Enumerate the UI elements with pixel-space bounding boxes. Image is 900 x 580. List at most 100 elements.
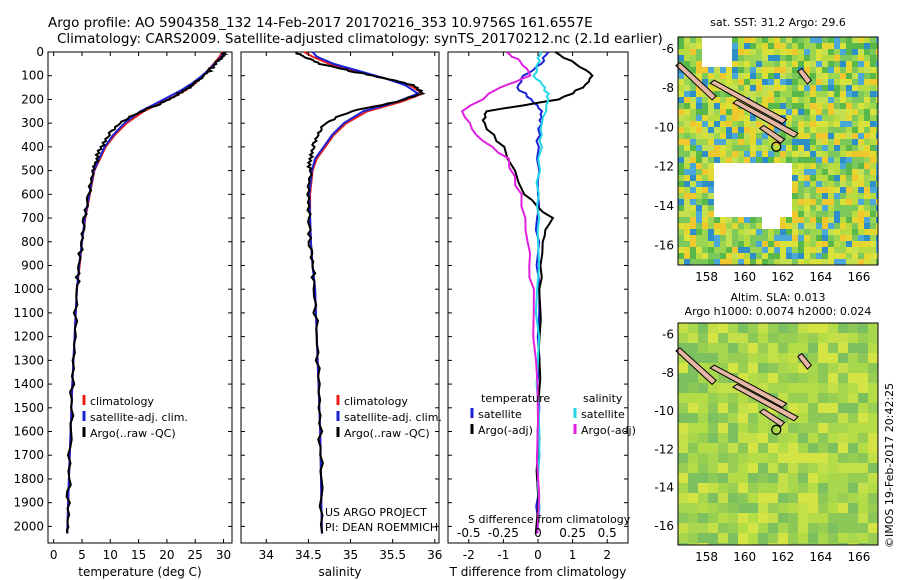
map-cell: [696, 127, 702, 133]
map-cell: [876, 79, 878, 85]
map-cell: [864, 133, 870, 139]
y-tick-label: 0: [36, 45, 44, 59]
map-cell: [702, 199, 708, 205]
map-cell: [690, 217, 696, 223]
map-cell: [756, 247, 762, 253]
map-cell: [828, 109, 834, 115]
map-cell: [726, 133, 732, 139]
map-cell: [684, 61, 690, 67]
legend-label: satellite: [478, 408, 522, 421]
map-cell: [828, 181, 834, 187]
map-cell: [690, 85, 696, 91]
map-cell: [696, 73, 702, 79]
map-cell: [708, 55, 714, 61]
map-cell: [774, 241, 780, 247]
map-cell: [738, 73, 744, 79]
map-cell: [684, 133, 690, 139]
map-cell: [714, 139, 720, 145]
map-cell: [858, 169, 864, 175]
map-cell: [762, 253, 768, 259]
map-cell: [762, 181, 768, 187]
map-cell: [774, 61, 780, 67]
map-cell: [678, 55, 684, 61]
map-cell: [684, 79, 690, 85]
map-cell: [834, 61, 840, 67]
map-cell: [762, 103, 768, 109]
map-cell: [792, 205, 798, 211]
map-cell: [822, 229, 828, 235]
map-cell: [808, 343, 818, 353]
x-tick-label: 35: [343, 548, 358, 562]
map-cell: [848, 473, 858, 483]
map-cell: [726, 193, 732, 199]
map-cell: [788, 533, 798, 543]
map-cell: [818, 443, 828, 453]
map-cell: [732, 115, 738, 121]
map-cell: [846, 91, 852, 97]
map-cell: [678, 453, 688, 463]
map-cell: [780, 187, 786, 193]
map-cell: [876, 67, 878, 73]
map-cell: [750, 211, 756, 217]
map-cell: [726, 43, 732, 49]
map-cell: [744, 55, 750, 61]
map-cell: [756, 91, 762, 97]
map-cell: [756, 253, 762, 259]
map-cell: [688, 323, 698, 333]
map-cell: [728, 453, 738, 463]
map-cell: [732, 151, 738, 157]
map-cell: [822, 43, 828, 49]
map-cell: [738, 333, 748, 343]
legend-label: satellite: [581, 408, 625, 421]
map-cell: [708, 97, 714, 103]
map-cell: [852, 145, 858, 151]
map-cell: [858, 175, 864, 181]
map-cell: [744, 67, 750, 73]
map-cell: [834, 85, 840, 91]
map-cell: [822, 55, 828, 61]
map-cell: [810, 205, 816, 211]
map-cell: [714, 97, 720, 103]
map-cell: [744, 181, 750, 187]
map-cell: [828, 175, 834, 181]
map-cell: [714, 55, 720, 61]
map-cell: [690, 211, 696, 217]
map-cell: [698, 383, 708, 393]
map-cell: [798, 211, 804, 217]
map-cell: [744, 259, 750, 265]
map-cell: [786, 97, 792, 103]
map-cell: [678, 145, 684, 151]
map-cell: [774, 127, 780, 133]
map-cell: [708, 393, 718, 403]
map-cell: [792, 49, 798, 55]
map-cell: [756, 241, 762, 247]
map-cell: [876, 247, 878, 253]
map-cell: [744, 127, 750, 133]
map-cell: [808, 373, 818, 383]
map-cell: [768, 543, 778, 545]
map-cell: [846, 61, 852, 67]
map-cell: [808, 443, 818, 453]
map-cell: [726, 73, 732, 79]
map-cell: [714, 157, 720, 163]
map-cell: [702, 175, 708, 181]
map-cell: [702, 55, 708, 61]
map-cell: [798, 513, 808, 523]
map-cell: [786, 181, 792, 187]
map-cell: [828, 55, 834, 61]
map-cell: [840, 205, 846, 211]
map-cell: [858, 373, 868, 383]
map-cell: [876, 145, 878, 151]
map-cell: [678, 343, 688, 353]
map-cell: [714, 259, 720, 265]
map-cell: [702, 151, 708, 157]
map-cell: [858, 91, 864, 97]
map-cell: [748, 403, 758, 413]
map-cell: [756, 43, 762, 49]
map-cell: [818, 423, 828, 433]
series-line-temperature-0: [66, 51, 224, 534]
map-cell: [858, 253, 864, 259]
map-cell: [720, 241, 726, 247]
map-frame: [677, 36, 879, 266]
map-cell: [868, 513, 878, 523]
